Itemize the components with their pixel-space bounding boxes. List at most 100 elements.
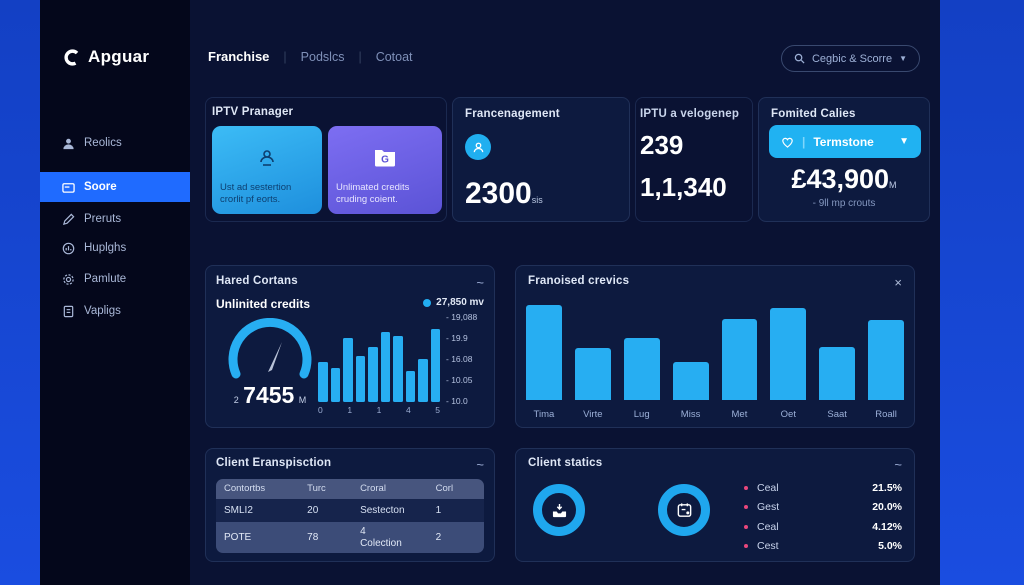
card-title: Client Eranspisction bbox=[216, 457, 332, 469]
tile-user-restriction[interactable]: Ust ad sestertion crorlit pf eorts. bbox=[212, 126, 322, 214]
expand-toggle-icon[interactable]: ~ bbox=[476, 275, 484, 290]
legend-label: Cest bbox=[757, 539, 779, 552]
doc-icon bbox=[63, 305, 74, 317]
mini-chart-y-ticks: - 19,088 - 19.9 - 16.08 - 10.05 - 10.0 bbox=[446, 312, 477, 406]
tile-unlimited-credits[interactable]: G Unlimated credits cruding coient. bbox=[328, 126, 442, 214]
close-icon[interactable]: × bbox=[894, 275, 902, 290]
table-cell: 2 bbox=[435, 531, 442, 543]
sidebar-item-pamlute[interactable]: Pamlute bbox=[40, 264, 190, 294]
nav-item-podslcs[interactable]: Podslcs bbox=[300, 49, 345, 64]
x-axis-label: Oet bbox=[780, 409, 796, 420]
user-badge-icon bbox=[260, 150, 274, 166]
chart-bar bbox=[393, 336, 403, 402]
gear-icon bbox=[63, 273, 74, 285]
x-axis-label: 4 bbox=[405, 405, 411, 415]
nav-item-franchise[interactable]: Franchise bbox=[208, 49, 270, 64]
legend-label: Gest bbox=[757, 501, 780, 514]
logo: Apguar bbox=[64, 47, 149, 67]
x-axis-label: 0 bbox=[318, 405, 323, 415]
x-axis-label: 1 bbox=[347, 405, 353, 415]
sidebar: Apguar Reolics Soore Preruts Huplghs Pam… bbox=[40, 0, 190, 585]
sidebar-item-preruts[interactable]: Preruts bbox=[40, 204, 190, 234]
table-cell: SMLI2 bbox=[224, 504, 253, 516]
nav-divider: | bbox=[283, 49, 287, 64]
legend-value: 4.12% bbox=[872, 520, 902, 533]
tile-text: Unlimated credits cruding coient. bbox=[336, 182, 410, 206]
x-axis-label: Roall bbox=[875, 409, 897, 420]
value: 2300 bbox=[465, 177, 532, 210]
sidebar-item-label: Pamlute bbox=[84, 273, 127, 285]
card-franoised-crevics: Franoised crevics × Tima Virte Lug Miss Met O… bbox=[515, 265, 915, 428]
search-dropdown[interactable]: Cegbic & Scorre ▼ bbox=[780, 45, 920, 72]
gauge-number: 7455 bbox=[243, 382, 295, 408]
x-axis-label: 5 bbox=[435, 405, 440, 415]
card-francenagement: Francenagement 2300sis bbox=[452, 97, 630, 222]
sidebar-item-huplghs[interactable]: Huplghs bbox=[40, 233, 190, 263]
x-axis-label: 1 bbox=[376, 405, 382, 415]
sidebar-item-reolics[interactable]: Reolics bbox=[40, 128, 190, 158]
legend-value: 27,850 mv bbox=[436, 297, 484, 308]
legend-marker bbox=[744, 524, 748, 529]
table-cell: 4 Colection bbox=[360, 526, 402, 549]
y-axis-tick: - 16.08 bbox=[446, 354, 473, 364]
sidebar-item-label: Preruts bbox=[84, 213, 122, 225]
x-axis-label: Miss bbox=[680, 409, 701, 420]
table-cell: 78 bbox=[307, 531, 319, 543]
dropdown-value: Termstone bbox=[813, 134, 874, 149]
calendar-ring-stat bbox=[658, 484, 710, 536]
chevron-down-icon: ▼ bbox=[899, 54, 907, 63]
sidebar-item-soore[interactable]: Soore bbox=[40, 172, 190, 202]
mini-bar-chart bbox=[318, 314, 440, 402]
nav-divider: | bbox=[358, 49, 362, 64]
sidebar-item-label: Huplghs bbox=[84, 242, 127, 254]
franchise-chart-x-labels: Tima Virte Lug Miss Met Oet Saat Roall bbox=[526, 409, 904, 420]
chart-bar bbox=[672, 361, 709, 400]
value-suffix: sis bbox=[531, 195, 543, 205]
chart-bar bbox=[819, 346, 856, 400]
logo-text: Apguar bbox=[88, 47, 150, 66]
gauge-chart bbox=[228, 318, 312, 379]
value-suffix: M bbox=[889, 180, 897, 190]
table-row: SMLI2 20 Sestecton 1 bbox=[216, 499, 484, 523]
x-axis-label: Saat bbox=[827, 409, 847, 420]
chart-bar bbox=[574, 347, 611, 400]
svg-text:G: G bbox=[381, 155, 389, 166]
chart-bar bbox=[868, 320, 904, 400]
statics-legend: Ceal 21.5% Gest 20.0% Ceal 4.12% Cest 5.… bbox=[744, 482, 902, 552]
card-title: IPTU a velogenep bbox=[640, 108, 740, 120]
inbox-icon bbox=[552, 503, 566, 517]
nav-item-cotoat[interactable]: Cotoat bbox=[375, 49, 413, 64]
card-hared-cortans: Hared Cortans ~ Unlinited credits 27,850… bbox=[205, 265, 495, 428]
termstone-dropdown[interactable]: | Termstone ▼ bbox=[769, 125, 921, 158]
search-label: Cegbic & Scorre bbox=[811, 52, 893, 65]
card-title: Client statics bbox=[528, 457, 603, 469]
sidebar-item-vapligs[interactable]: Vapligs bbox=[40, 296, 190, 326]
chart-bar bbox=[430, 328, 440, 402]
table-cell: Sestecton bbox=[360, 504, 405, 516]
card-title: IPTV Pranager bbox=[212, 106, 294, 118]
chart-bar bbox=[343, 338, 353, 402]
expand-toggle-icon[interactable]: ~ bbox=[894, 457, 902, 472]
y-axis-tick: - 10.0 bbox=[446, 396, 468, 406]
chart-bar bbox=[405, 371, 415, 402]
tile-text: Ust ad sestertion crorlit pf eorts. bbox=[220, 182, 292, 206]
sidebar-item-label: Reolics bbox=[84, 137, 122, 149]
stats-icon bbox=[62, 242, 75, 254]
x-axis-label: Virte bbox=[583, 409, 603, 420]
card-title: Fomited Calies bbox=[771, 108, 856, 120]
x-axis-label: Lug bbox=[633, 409, 650, 420]
legend-item: Gest 20.0% bbox=[744, 501, 902, 513]
stat-value-bottom: 1,1,340 bbox=[640, 172, 727, 202]
stat-subtext: - 9ll mp crouts bbox=[812, 198, 876, 209]
logo-icon bbox=[64, 48, 81, 66]
expand-toggle-icon[interactable]: ~ bbox=[476, 457, 484, 472]
sidebar-item-label: Vapligs bbox=[84, 305, 121, 317]
stat-value: 2300sis bbox=[465, 177, 543, 211]
legend-item: Ceal 4.12% bbox=[744, 521, 902, 533]
pencil-icon bbox=[62, 213, 75, 225]
table-header-row: Contortbs Turc Croral Corl bbox=[216, 479, 484, 499]
calendar-icon bbox=[677, 502, 691, 517]
gauge-value: 2 7455 M bbox=[218, 382, 322, 409]
chart-bar bbox=[380, 331, 390, 402]
value: £43,900 bbox=[791, 164, 890, 194]
